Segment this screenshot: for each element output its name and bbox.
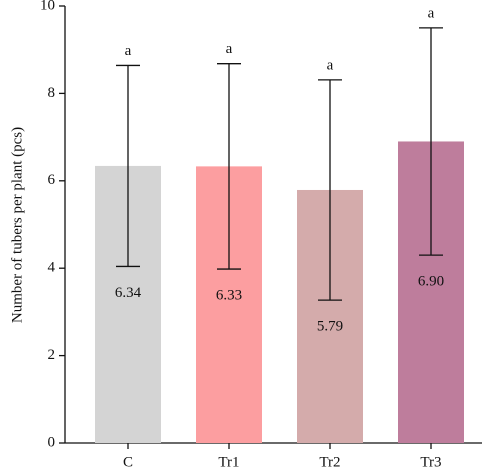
significance-letter: a xyxy=(125,43,132,59)
x-tick-label: Tr3 xyxy=(420,454,441,470)
value-label: 6.34 xyxy=(115,285,142,301)
y-tick-label: 4 xyxy=(48,260,56,276)
y-tick-label: 6 xyxy=(48,172,56,188)
value-label: 5.79 xyxy=(317,319,343,335)
x-tick-label: Tr2 xyxy=(319,454,340,470)
value-label: 6.90 xyxy=(418,274,444,290)
significance-letter: a xyxy=(428,5,435,21)
y-tick-label: 2 xyxy=(48,347,56,363)
y-tick-label: 0 xyxy=(48,434,56,450)
y-tick-label: 8 xyxy=(48,85,56,101)
value-label: 6.33 xyxy=(216,288,242,304)
significance-letter: a xyxy=(226,41,233,57)
x-tick-label: Tr1 xyxy=(218,454,239,470)
y-axis-label: Number of tubers per plant (pcs) xyxy=(9,127,25,323)
x-tick-label: C xyxy=(123,454,133,470)
significance-letter: a xyxy=(327,57,334,73)
y-tick-label: 10 xyxy=(40,0,55,13)
